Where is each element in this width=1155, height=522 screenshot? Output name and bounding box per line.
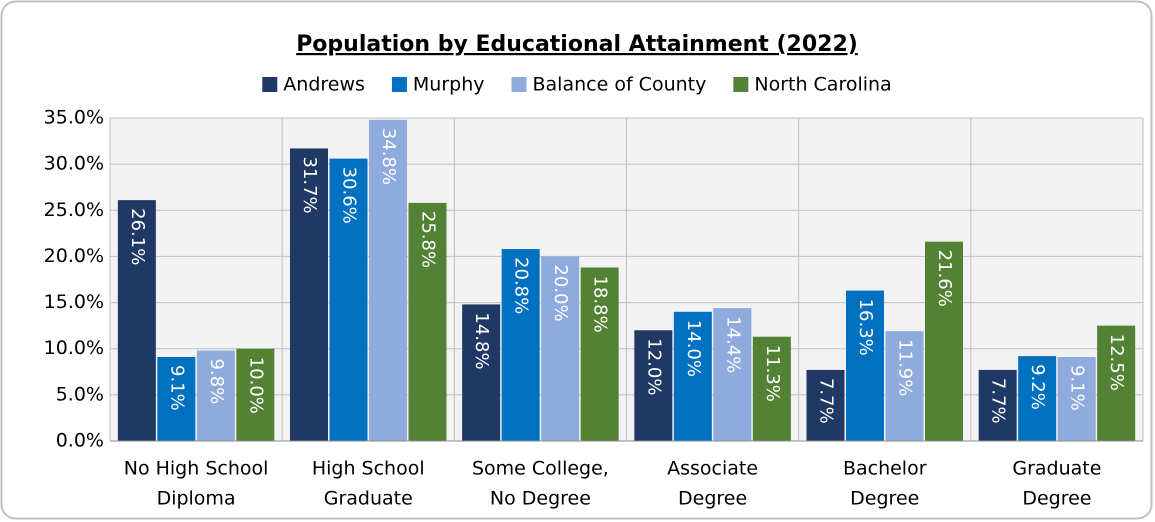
x-tick-label: Degree bbox=[1022, 488, 1091, 510]
x-tick-label: Bachelor bbox=[843, 458, 927, 480]
bar bbox=[157, 357, 196, 441]
bar bbox=[846, 290, 884, 441]
data-label: 9.1% bbox=[1067, 365, 1088, 411]
y-tick-label: 15.0% bbox=[44, 291, 104, 313]
data-label: 26.1% bbox=[127, 208, 148, 265]
bar bbox=[580, 267, 619, 441]
data-label: 10.0% bbox=[245, 357, 266, 414]
bar bbox=[196, 350, 235, 441]
data-label: 25.8% bbox=[418, 211, 439, 268]
legend-label: North Carolina bbox=[754, 74, 891, 96]
x-tick-label: Degree bbox=[850, 488, 919, 510]
bar bbox=[541, 256, 580, 441]
bar bbox=[978, 369, 1017, 441]
bar bbox=[236, 348, 275, 441]
data-label: 34.8% bbox=[378, 128, 399, 185]
legend-label: Murphy bbox=[413, 74, 485, 96]
legend-swatch bbox=[733, 77, 749, 92]
y-tick-label: 35.0% bbox=[44, 107, 104, 129]
x-tick-label: No High School bbox=[124, 458, 269, 480]
legend-label: Balance of County bbox=[533, 74, 707, 96]
bar bbox=[501, 249, 540, 441]
data-label: 7.7% bbox=[816, 378, 837, 424]
data-label: 20.8% bbox=[511, 257, 532, 314]
x-tick-label: Associate bbox=[667, 458, 758, 480]
data-label: 21.6% bbox=[934, 250, 955, 307]
x-tick-label: Graduate bbox=[1012, 458, 1101, 480]
bar bbox=[462, 304, 501, 441]
bar bbox=[634, 330, 673, 441]
bar bbox=[885, 331, 924, 441]
x-tick-label: High School bbox=[312, 458, 425, 480]
x-tick-label: Some College, bbox=[472, 458, 609, 480]
data-label: 14.4% bbox=[722, 316, 743, 373]
data-label: 14.8% bbox=[471, 312, 492, 369]
y-tick-label: 25.0% bbox=[44, 199, 104, 221]
bar bbox=[752, 336, 791, 441]
bar bbox=[290, 148, 328, 441]
bar bbox=[925, 241, 963, 441]
bar bbox=[1018, 356, 1057, 441]
legend-swatch bbox=[511, 77, 527, 92]
bar bbox=[117, 200, 156, 441]
legend-swatch bbox=[262, 77, 278, 92]
legend-swatch bbox=[391, 77, 407, 92]
chart-title: Population by Educational Attainment (20… bbox=[296, 32, 858, 57]
data-label: 31.7% bbox=[299, 156, 320, 213]
legend: Andrews Murphy Balance of County North Caro… bbox=[262, 74, 892, 96]
bar bbox=[329, 158, 368, 441]
x-tick-label: Graduate bbox=[324, 488, 413, 510]
y-tick-label: 30.0% bbox=[44, 153, 104, 175]
y-tick-label: 5.0% bbox=[56, 383, 104, 405]
data-label: 9.8% bbox=[206, 359, 227, 405]
y-tick-label: 0.0% bbox=[56, 430, 104, 452]
y-tick-label: 20.0% bbox=[44, 245, 104, 267]
data-label: 18.8% bbox=[590, 276, 611, 333]
bar bbox=[408, 202, 447, 441]
data-label: 11.3% bbox=[762, 345, 783, 402]
data-label: 9.2% bbox=[1027, 364, 1048, 410]
bar bbox=[713, 308, 752, 441]
data-label: 11.9% bbox=[895, 339, 916, 396]
x-tick-label: No Degree bbox=[490, 488, 591, 510]
data-label: 9.1% bbox=[166, 365, 187, 411]
x-tick-label: Degree bbox=[678, 488, 747, 510]
data-label: 16.3% bbox=[855, 299, 876, 356]
data-label: 12.5% bbox=[1106, 334, 1127, 391]
bar bbox=[369, 119, 407, 442]
x-tick-label: Diploma bbox=[157, 488, 236, 510]
data-label: 20.0% bbox=[550, 264, 571, 321]
bar bbox=[1097, 325, 1136, 441]
bar bbox=[806, 369, 845, 441]
bar bbox=[1057, 357, 1096, 441]
y-tick-label: 10.0% bbox=[44, 337, 104, 359]
bar bbox=[673, 311, 712, 441]
data-label: 7.7% bbox=[988, 378, 1009, 424]
data-label: 14.0% bbox=[683, 320, 704, 377]
legend-label: Andrews bbox=[283, 74, 365, 96]
data-label: 12.0% bbox=[643, 338, 664, 395]
data-label: 30.6% bbox=[339, 167, 360, 224]
